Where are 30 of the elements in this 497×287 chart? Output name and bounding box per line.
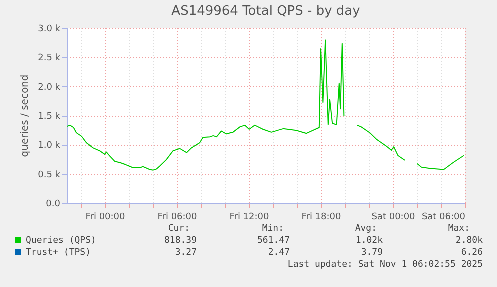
text: 2.47 <box>268 248 290 258</box>
y-tick-label: 0.5 k <box>38 170 62 180</box>
y-axis-title: queries / second <box>20 74 32 158</box>
text: Avg: <box>355 224 377 234</box>
x-tick-label: Fri 12:00 <box>230 212 270 222</box>
x-tick-label: Fri 00:00 <box>86 212 126 222</box>
text: Max: <box>448 224 470 234</box>
text: Cur: <box>168 224 190 234</box>
y-tick-label: 2.0 k <box>38 82 62 93</box>
text: 1.02k <box>356 236 384 246</box>
x-tick-label: Sat 00:00 <box>372 212 416 222</box>
text: 3.79 <box>361 248 383 258</box>
text: 6.26 <box>461 248 483 258</box>
text: 3.27 <box>175 248 197 258</box>
y-tick-label: 1.5 k <box>38 112 62 122</box>
y-tick-label: 0.0 <box>46 200 61 210</box>
x-tick-label: Fri 06:00 <box>158 212 198 222</box>
y-tick-label: 3.0 k <box>38 24 62 34</box>
text: Last update: Sat Nov 1 06:02:55 2025 <box>288 260 483 270</box>
text: Min: <box>262 224 284 234</box>
text: 2.80k <box>456 236 484 246</box>
legend-label: Trust+ (TPS) <box>26 248 92 258</box>
x-tick-label: Sat 06:00 <box>422 212 466 222</box>
text: 818.39 <box>164 236 197 246</box>
chart-title: AS149964 Total QPS - by day <box>172 4 361 19</box>
y-tick-label: 1.0 k <box>38 141 62 152</box>
legend-label: Queries (QPS) <box>26 236 96 246</box>
x-tick-label: Fri 18:00 <box>302 212 342 222</box>
y-tick-label: 2.5 k <box>38 54 62 64</box>
text: 561.47 <box>257 236 290 246</box>
